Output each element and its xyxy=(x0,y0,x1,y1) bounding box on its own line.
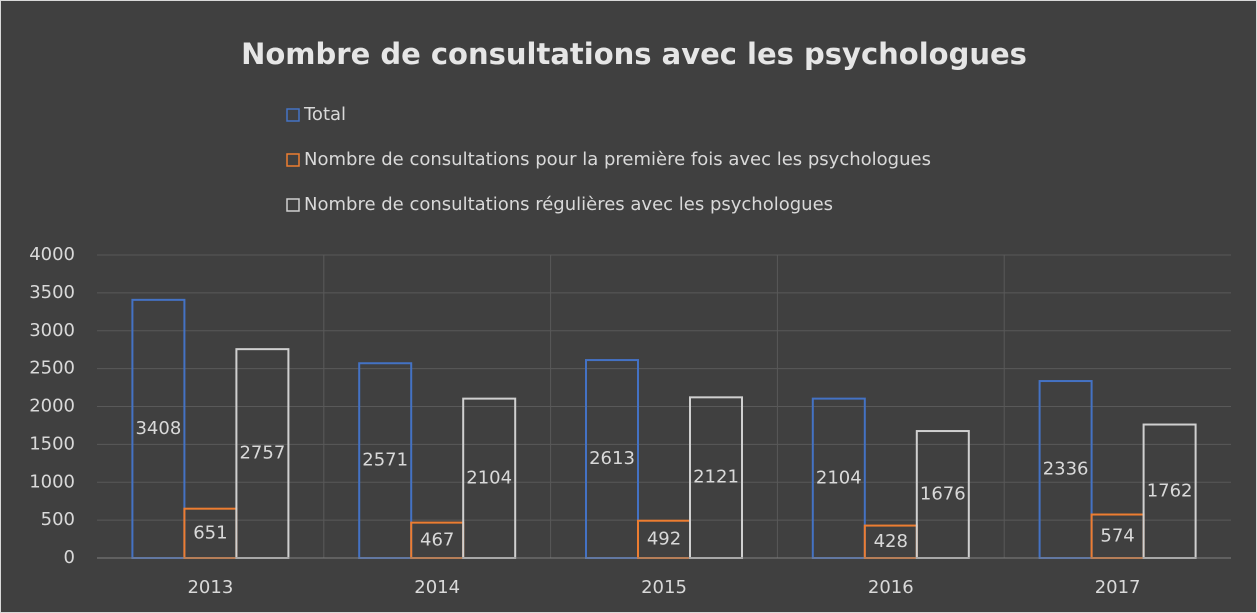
data-label: 2571 xyxy=(362,450,408,471)
legend-swatch xyxy=(286,108,300,122)
data-label: 1676 xyxy=(920,484,966,505)
x-tick-label: 2016 xyxy=(868,577,914,598)
data-label: 3408 xyxy=(135,418,181,439)
data-label: 651 xyxy=(193,522,227,543)
y-tick-label: 4000 xyxy=(29,244,75,265)
y-tick-label: 2000 xyxy=(29,396,75,417)
chart-title: Nombre de consultations avec les psychol… xyxy=(241,37,1027,71)
data-label: 2121 xyxy=(693,467,739,488)
data-label: 467 xyxy=(420,529,454,550)
x-tick-label: 2013 xyxy=(187,577,233,598)
legend-label: Nombre de consultations régulières avec … xyxy=(304,194,833,215)
data-label: 2613 xyxy=(589,448,635,469)
data-label: 2336 xyxy=(1043,459,1089,480)
y-tick-label: 500 xyxy=(41,509,75,530)
legend-label: Total xyxy=(303,104,346,125)
x-tick-label: 2015 xyxy=(641,577,687,598)
data-label: 492 xyxy=(647,528,681,549)
x-tick-label: 2017 xyxy=(1095,577,1141,598)
data-label: 1762 xyxy=(1147,480,1193,501)
data-label: 2757 xyxy=(239,443,285,464)
y-tick-label: 3500 xyxy=(29,282,75,303)
data-label: 2104 xyxy=(466,467,512,488)
y-tick-label: 1000 xyxy=(29,471,75,492)
data-label: 2104 xyxy=(816,467,862,488)
y-tick-label: 3000 xyxy=(29,320,75,341)
legend-swatch xyxy=(286,198,300,212)
y-tick-label: 2500 xyxy=(29,358,75,379)
data-label: 574 xyxy=(1100,525,1134,546)
y-tick-label: 1500 xyxy=(29,433,75,454)
legend-label: Nombre de consultations pour la première… xyxy=(304,149,931,170)
y-tick-label: 0 xyxy=(64,547,75,568)
x-tick-label: 2014 xyxy=(414,577,460,598)
legend-swatch xyxy=(286,153,300,167)
data-label: 428 xyxy=(874,531,908,552)
